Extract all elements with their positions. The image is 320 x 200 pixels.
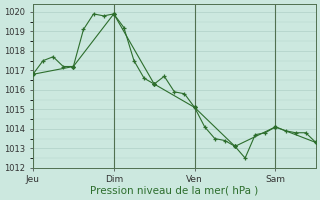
X-axis label: Pression niveau de la mer( hPa ): Pression niveau de la mer( hPa ) (90, 186, 259, 196)
